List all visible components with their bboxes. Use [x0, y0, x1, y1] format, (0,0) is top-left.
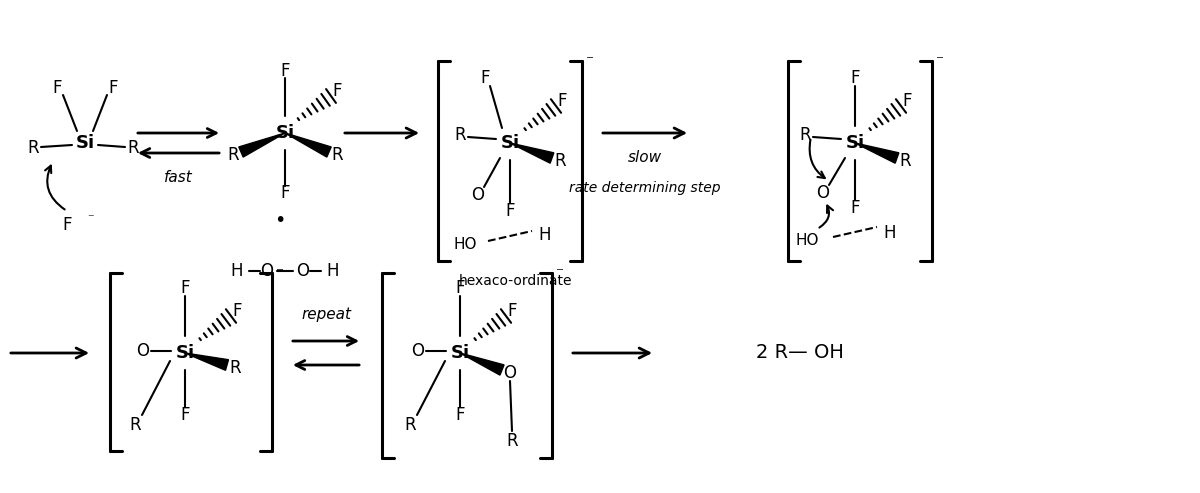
Text: ⁻: ⁻: [556, 266, 564, 281]
Text: R: R: [227, 146, 239, 164]
Polygon shape: [510, 143, 554, 163]
Text: R: R: [404, 416, 416, 434]
Polygon shape: [185, 353, 228, 370]
Text: slow: slow: [628, 150, 662, 166]
Text: F: F: [53, 79, 61, 97]
Text: •: •: [275, 211, 286, 231]
Text: O: O: [504, 364, 516, 382]
Text: F: F: [902, 92, 912, 110]
Text: F: F: [508, 302, 517, 320]
Polygon shape: [239, 133, 286, 157]
Text: ⁻: ⁻: [586, 54, 594, 69]
Text: F: F: [281, 184, 289, 202]
Text: R: R: [127, 139, 139, 157]
FancyArrowPatch shape: [810, 140, 824, 178]
Text: O: O: [137, 342, 150, 360]
Text: Si: Si: [500, 134, 520, 152]
Text: R: R: [229, 359, 241, 377]
Text: O: O: [816, 184, 829, 202]
FancyArrowPatch shape: [46, 166, 65, 210]
Text: ⁻: ⁻: [86, 212, 94, 225]
Text: HO: HO: [454, 238, 476, 252]
Text: F: F: [557, 92, 566, 110]
Text: R: R: [28, 139, 38, 157]
Text: F: F: [455, 279, 464, 297]
Text: F: F: [180, 406, 190, 424]
Text: H: H: [539, 226, 551, 244]
FancyArrowPatch shape: [820, 206, 833, 228]
Text: F: F: [505, 202, 515, 220]
Text: hexaco-ordinate: hexaco-ordinate: [458, 274, 571, 288]
Text: H: H: [230, 262, 244, 280]
Text: F: F: [180, 279, 190, 297]
Text: 2 R— OH: 2 R— OH: [756, 344, 844, 362]
Text: Si: Si: [175, 344, 194, 362]
Text: fast: fast: [163, 171, 192, 185]
Text: O: O: [296, 262, 310, 280]
Text: F: F: [233, 302, 241, 320]
Text: Si: Si: [76, 134, 95, 152]
Text: HO: HO: [796, 234, 818, 248]
Text: R: R: [331, 146, 343, 164]
Text: R: R: [899, 152, 911, 170]
Text: R: R: [554, 152, 566, 170]
Text: H: H: [326, 262, 340, 280]
Text: R: R: [130, 416, 140, 434]
Text: R: R: [799, 126, 811, 144]
Text: Si: Si: [276, 124, 294, 142]
Text: O: O: [260, 262, 274, 280]
Polygon shape: [286, 133, 331, 157]
Text: R: R: [454, 126, 466, 144]
Text: ⁻: ⁻: [936, 54, 944, 69]
Text: repeat: repeat: [301, 308, 352, 322]
Text: F: F: [455, 406, 464, 424]
Text: Si: Si: [846, 134, 864, 152]
Text: rate determining step: rate determining step: [569, 181, 721, 195]
Polygon shape: [856, 143, 899, 163]
Text: R: R: [506, 432, 518, 450]
Text: ⁻: ⁻: [276, 266, 284, 281]
Polygon shape: [460, 353, 504, 375]
Text: F: F: [108, 79, 118, 97]
Text: F: F: [480, 69, 490, 87]
Text: F: F: [281, 62, 289, 80]
Text: F: F: [62, 216, 72, 234]
Text: O: O: [412, 342, 425, 360]
Text: F: F: [851, 199, 859, 217]
Text: O: O: [472, 186, 485, 204]
Text: F: F: [851, 69, 859, 87]
Text: H: H: [883, 224, 896, 242]
Text: F: F: [332, 82, 342, 100]
Text: Si: Si: [450, 344, 469, 362]
